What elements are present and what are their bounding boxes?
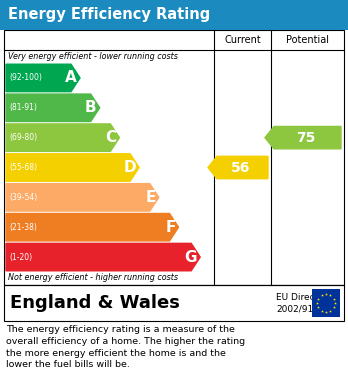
Polygon shape [6, 94, 100, 122]
Text: (55-68): (55-68) [9, 163, 37, 172]
Text: EU Directive
2002/91/EC: EU Directive 2002/91/EC [276, 292, 332, 314]
Bar [4, 285, 344, 321]
Text: B: B [85, 100, 97, 115]
Text: D: D [124, 160, 136, 175]
Text: (69-80): (69-80) [9, 133, 37, 142]
Bar [0, 0, 348, 30]
Text: Not energy efficient - higher running costs: Not energy efficient - higher running co… [8, 273, 178, 282]
Bar [4, 30, 344, 285]
Polygon shape [6, 64, 80, 91]
Text: (1-20): (1-20) [9, 253, 32, 262]
Text: Current: Current [224, 35, 261, 45]
Text: (39-54): (39-54) [9, 193, 37, 202]
Polygon shape [6, 154, 139, 181]
Text: C: C [105, 130, 117, 145]
Text: The energy efficiency rating is a measure of the
overall efficiency of a home. T: The energy efficiency rating is a measur… [6, 325, 245, 369]
Text: G: G [185, 249, 197, 265]
Text: England & Wales: England & Wales [10, 294, 180, 312]
Polygon shape [6, 184, 159, 211]
Bar [312, 289, 340, 317]
Text: A: A [65, 70, 77, 85]
Text: 56: 56 [231, 160, 251, 174]
Text: (81-91): (81-91) [9, 103, 37, 112]
Polygon shape [6, 243, 200, 271]
Polygon shape [208, 156, 268, 179]
Text: Energy Efficiency Rating: Energy Efficiency Rating [8, 7, 210, 23]
Text: Potential: Potential [286, 35, 329, 45]
Polygon shape [6, 124, 119, 151]
Polygon shape [265, 126, 341, 149]
Polygon shape [6, 213, 179, 241]
Text: 75: 75 [296, 131, 316, 145]
Text: E: E [145, 190, 156, 205]
Text: (92-100): (92-100) [9, 74, 42, 83]
Text: F: F [165, 220, 175, 235]
Text: (21-38): (21-38) [9, 223, 37, 232]
Text: Very energy efficient - lower running costs: Very energy efficient - lower running co… [8, 52, 178, 61]
